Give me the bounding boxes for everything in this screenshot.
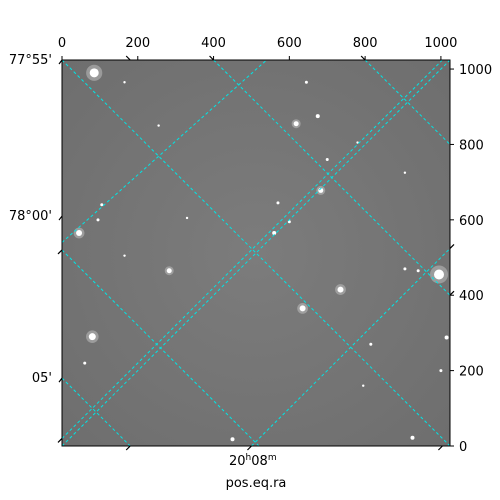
top-x-tick-label: 600	[277, 36, 302, 51]
star-point	[304, 80, 308, 84]
edge-tick	[360, 55, 366, 61]
grid-line	[62, 60, 443, 439]
grid-line	[251, 248, 450, 446]
dec-tick-label: 77°55'	[9, 53, 52, 68]
star-point	[439, 369, 443, 373]
star-point	[100, 203, 104, 207]
sky-image-background	[62, 60, 450, 446]
edge-tick	[247, 445, 252, 451]
star-point	[410, 435, 415, 440]
star-point	[325, 158, 329, 162]
grid-line	[62, 60, 267, 243]
right-y-tick-label: 600	[459, 214, 484, 229]
star-point	[96, 218, 100, 222]
dec-tick	[58, 59, 63, 65]
star-point	[123, 81, 126, 84]
stars-layer	[73, 64, 449, 442]
star-point	[83, 361, 87, 365]
dec-tick	[58, 377, 63, 383]
star-point	[299, 305, 306, 312]
star-point	[416, 269, 420, 273]
star-point	[315, 114, 320, 119]
edge-tick	[57, 438, 63, 443]
star-point	[185, 216, 189, 220]
dec-tick-label: 05'	[32, 371, 52, 386]
dec-tick	[58, 215, 63, 221]
star-point	[157, 124, 160, 127]
star-point	[230, 437, 235, 442]
edge-tick	[125, 55, 131, 61]
ra-tick-label: 20h08m	[229, 453, 277, 469]
top-x-tick-label: 0	[58, 36, 66, 51]
star-point	[434, 269, 445, 280]
edge-tick	[449, 290, 455, 296]
axis-tick-labels: 0 200 400 600 800 1000 0 200 400 600 800 1000 77°55'…	[9, 36, 492, 455]
right-y-tick-label: 1000	[459, 63, 492, 78]
star-point	[403, 267, 407, 271]
star-point	[123, 254, 126, 257]
star-point	[444, 335, 449, 340]
edge-tick	[125, 445, 131, 451]
star-point	[293, 121, 299, 127]
star-point	[166, 268, 172, 274]
edge-tick	[57, 249, 63, 255]
x-axis-title: pos.eq.ra	[226, 476, 287, 491]
grid-line	[364, 60, 450, 145]
edge-tick	[437, 445, 443, 451]
top-x-tick-label: 800	[353, 36, 378, 51]
plot-frame	[61, 59, 451, 447]
star-point	[272, 231, 277, 236]
right-y-tick-label: 0	[459, 440, 467, 455]
star-point	[88, 333, 96, 341]
right-y-tick-label: 200	[459, 365, 484, 380]
edge-tick	[449, 244, 455, 249]
top-x-tick-label: 400	[201, 36, 226, 51]
axis-ticks	[57, 55, 455, 451]
coordinate-grid	[62, 60, 450, 446]
dec-tick-label: 78°00'	[9, 209, 52, 224]
star-point	[403, 171, 407, 174]
right-y-tick-label: 800	[459, 138, 484, 153]
right-y-tick-label: 400	[459, 289, 484, 304]
top-x-tick-label: 200	[125, 36, 150, 51]
top-x-tick-label: 1000	[424, 36, 457, 51]
star-point	[276, 201, 280, 205]
star-point	[89, 68, 99, 78]
star-point	[362, 384, 365, 387]
star-point	[76, 230, 83, 237]
star-point	[369, 342, 373, 346]
star-point	[337, 286, 344, 293]
edge-tick	[209, 55, 214, 61]
